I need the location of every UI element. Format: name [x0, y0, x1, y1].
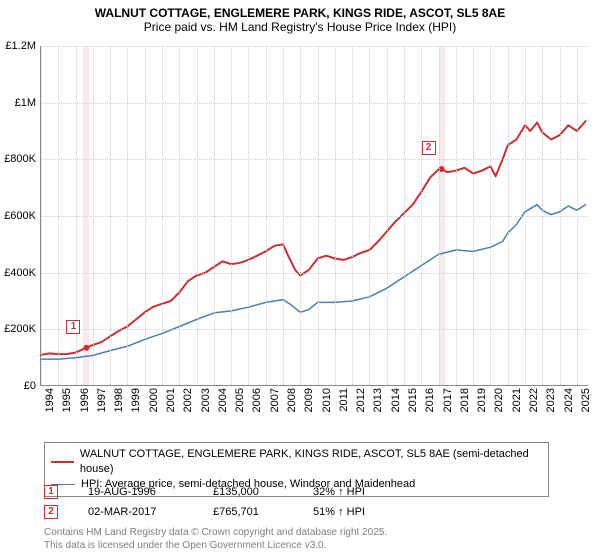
xtick-label: 1995 [61, 388, 73, 412]
ytick-label: £600K [4, 210, 36, 222]
sales-date-1: 19-AUG-1996 [88, 486, 213, 498]
sales-row-1: 1 19-AUG-1996 £135,000 32% ↑ HPI [44, 482, 403, 502]
xtick-label: 2010 [321, 388, 333, 412]
xtick-label: 2014 [390, 388, 402, 412]
xtick-label: 2003 [200, 388, 212, 412]
xtick-label: 1994 [44, 388, 56, 412]
xtick-label: 2004 [217, 388, 229, 412]
gridline-h [41, 46, 588, 47]
legend-swatch-property [51, 461, 74, 463]
xtick-label: 2005 [234, 388, 246, 412]
xtick-label: 2001 [165, 388, 177, 412]
xtick-label: 2006 [251, 388, 263, 412]
sales-price-2: £765,701 [213, 506, 313, 518]
series-hpi [41, 205, 586, 359]
title-line2: Price paid vs. HM Land Registry's House … [10, 20, 590, 34]
sales-hpi-1: 32% ↑ HPI [313, 486, 403, 498]
sales-hpi-2: 51% ↑ HPI [313, 506, 403, 518]
sale-marker-box: 1 [66, 320, 80, 334]
footer: Contains HM Land Registry data © Crown c… [44, 526, 387, 552]
xtick-label: 2000 [148, 388, 160, 412]
gridline-h [41, 159, 588, 160]
xtick-label: 1997 [96, 388, 108, 412]
sales-table: 1 19-AUG-1996 £135,000 32% ↑ HPI 2 02-MA… [44, 482, 403, 522]
xtick-label: 2013 [372, 388, 384, 412]
xtick-label: 2021 [511, 388, 523, 412]
xtick-label: 2025 [580, 388, 592, 412]
xtick-label: 1996 [79, 388, 91, 412]
ytick-label: £0 [24, 380, 36, 392]
sales-marker-1: 1 [44, 485, 58, 499]
sales-marker-2: 2 [44, 505, 58, 519]
xtick-label: 2002 [182, 388, 194, 412]
gridline-h [41, 273, 588, 274]
xtick-label: 2019 [476, 388, 488, 412]
footer-line1: Contains HM Land Registry data © Crown c… [44, 526, 387, 539]
title-block: WALNUT COTTAGE, ENGLEMERE PARK, KINGS RI… [0, 0, 600, 36]
xtick-label: 2007 [269, 388, 281, 412]
xtick-label: 2009 [303, 388, 315, 412]
xtick-label: 2016 [424, 388, 436, 412]
xtick-label: 2012 [355, 388, 367, 412]
sales-price-1: £135,000 [213, 486, 313, 498]
plot-region: 12 [40, 46, 588, 386]
gridline-h [41, 216, 588, 217]
chart-area: 12 1994199519961997199819992000200120022… [40, 46, 588, 406]
chart-container: WALNUT COTTAGE, ENGLEMERE PARK, KINGS RI… [0, 0, 600, 560]
legend-label-property: WALNUT COTTAGE, ENGLEMERE PARK, KINGS RI… [80, 447, 542, 477]
sales-date-2: 02-MAR-2017 [88, 506, 213, 518]
sales-row-2: 2 02-MAR-2017 £765,701 51% ↑ HPI [44, 502, 403, 522]
ytick-label: £1M [15, 97, 36, 109]
legend-row-property: WALNUT COTTAGE, ENGLEMERE PARK, KINGS RI… [51, 447, 542, 477]
ytick-label: £200K [4, 323, 36, 335]
xtick-label: 2018 [459, 388, 471, 412]
gridline-h [41, 103, 588, 104]
series-property [41, 121, 586, 355]
title-line1: WALNUT COTTAGE, ENGLEMERE PARK, KINGS RI… [10, 6, 590, 20]
xtick-label: 1999 [130, 388, 142, 412]
xtick-label: 2017 [442, 388, 454, 412]
xtick-label: 2023 [545, 388, 557, 412]
ytick-label: £400K [4, 267, 36, 279]
gridline-h [41, 329, 588, 330]
footer-line2: This data is licensed under the Open Gov… [44, 539, 387, 552]
xtick-label: 2015 [407, 388, 419, 412]
xtick-label: 2024 [563, 388, 575, 412]
ytick-label: £800K [4, 153, 36, 165]
xtick-label: 2011 [338, 388, 350, 412]
ytick-label: £1.2M [5, 40, 36, 52]
sale-dot [83, 345, 89, 351]
xtick-label: 2020 [493, 388, 505, 412]
xtick-label: 1998 [113, 388, 125, 412]
sale-marker-box: 2 [422, 141, 436, 155]
xtick-label: 2022 [528, 388, 540, 412]
xtick-label: 2008 [286, 388, 298, 412]
